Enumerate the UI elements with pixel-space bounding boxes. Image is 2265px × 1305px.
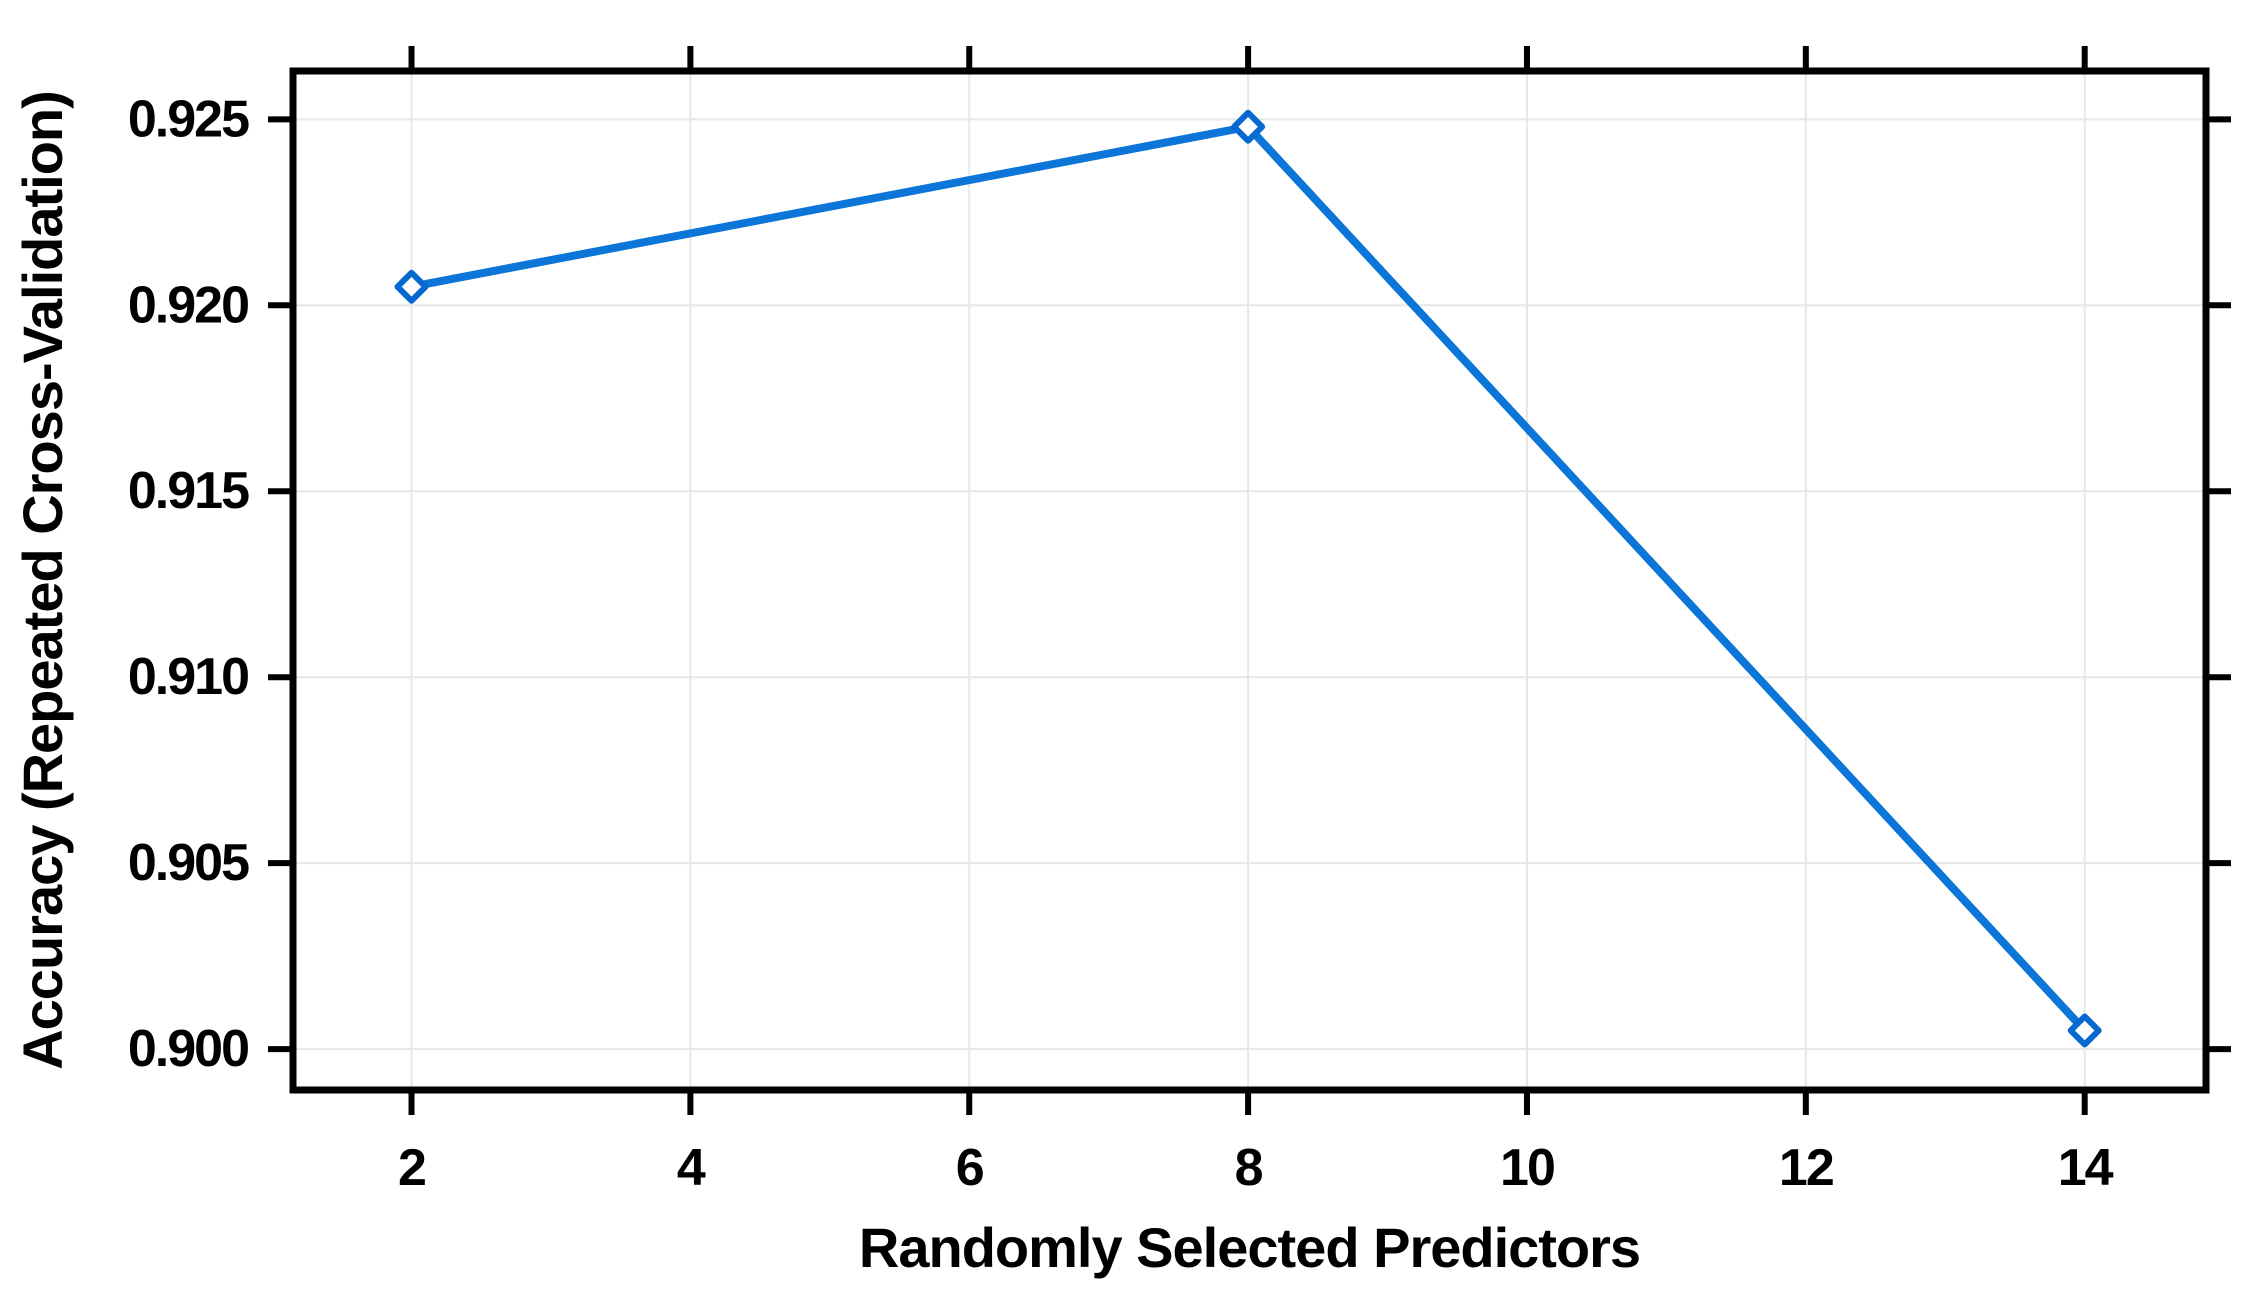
x-tick-label: 4 [677, 1139, 706, 1197]
x-tick-label: 10 [1500, 1139, 1554, 1197]
x-tick-label: 14 [2058, 1139, 2114, 1197]
data-point-marker [394, 269, 429, 304]
x-tick-label: 12 [1779, 1139, 1833, 1197]
data-point-marker [2067, 1013, 2102, 1048]
data-point-marker [1231, 109, 1266, 144]
y-tick-label: 0.905 [128, 834, 249, 892]
y-tick-label: 0.900 [128, 1020, 248, 1078]
x-axis-title: Randomly Selected Predictors [858, 1216, 1641, 1279]
x-tick-label: 2 [398, 1139, 425, 1197]
y-tick-label: 0.910 [128, 648, 248, 706]
y-tick-label: 0.920 [128, 276, 248, 334]
x-tick-label: 6 [956, 1139, 984, 1197]
y-tick-label: 0.915 [128, 462, 249, 520]
x-tick-label: 8 [1235, 1139, 1263, 1197]
y-axis-title: Accuracy (Repeated Cross-Validation) [11, 91, 74, 1070]
y-tick-label: 0.925 [128, 90, 249, 148]
